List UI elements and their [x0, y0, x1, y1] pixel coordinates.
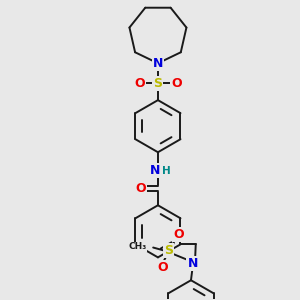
Text: O: O [173, 228, 184, 241]
Text: O: O [134, 77, 145, 90]
Text: O: O [171, 77, 182, 90]
Text: O: O [135, 182, 146, 195]
Text: N: N [188, 257, 198, 270]
Text: S: S [153, 77, 162, 90]
Text: N: N [150, 164, 161, 176]
Text: CH₃: CH₃ [128, 242, 146, 251]
Text: H: H [161, 166, 170, 176]
Text: S: S [164, 244, 173, 257]
Text: N: N [153, 57, 163, 70]
Text: O: O [157, 261, 168, 274]
